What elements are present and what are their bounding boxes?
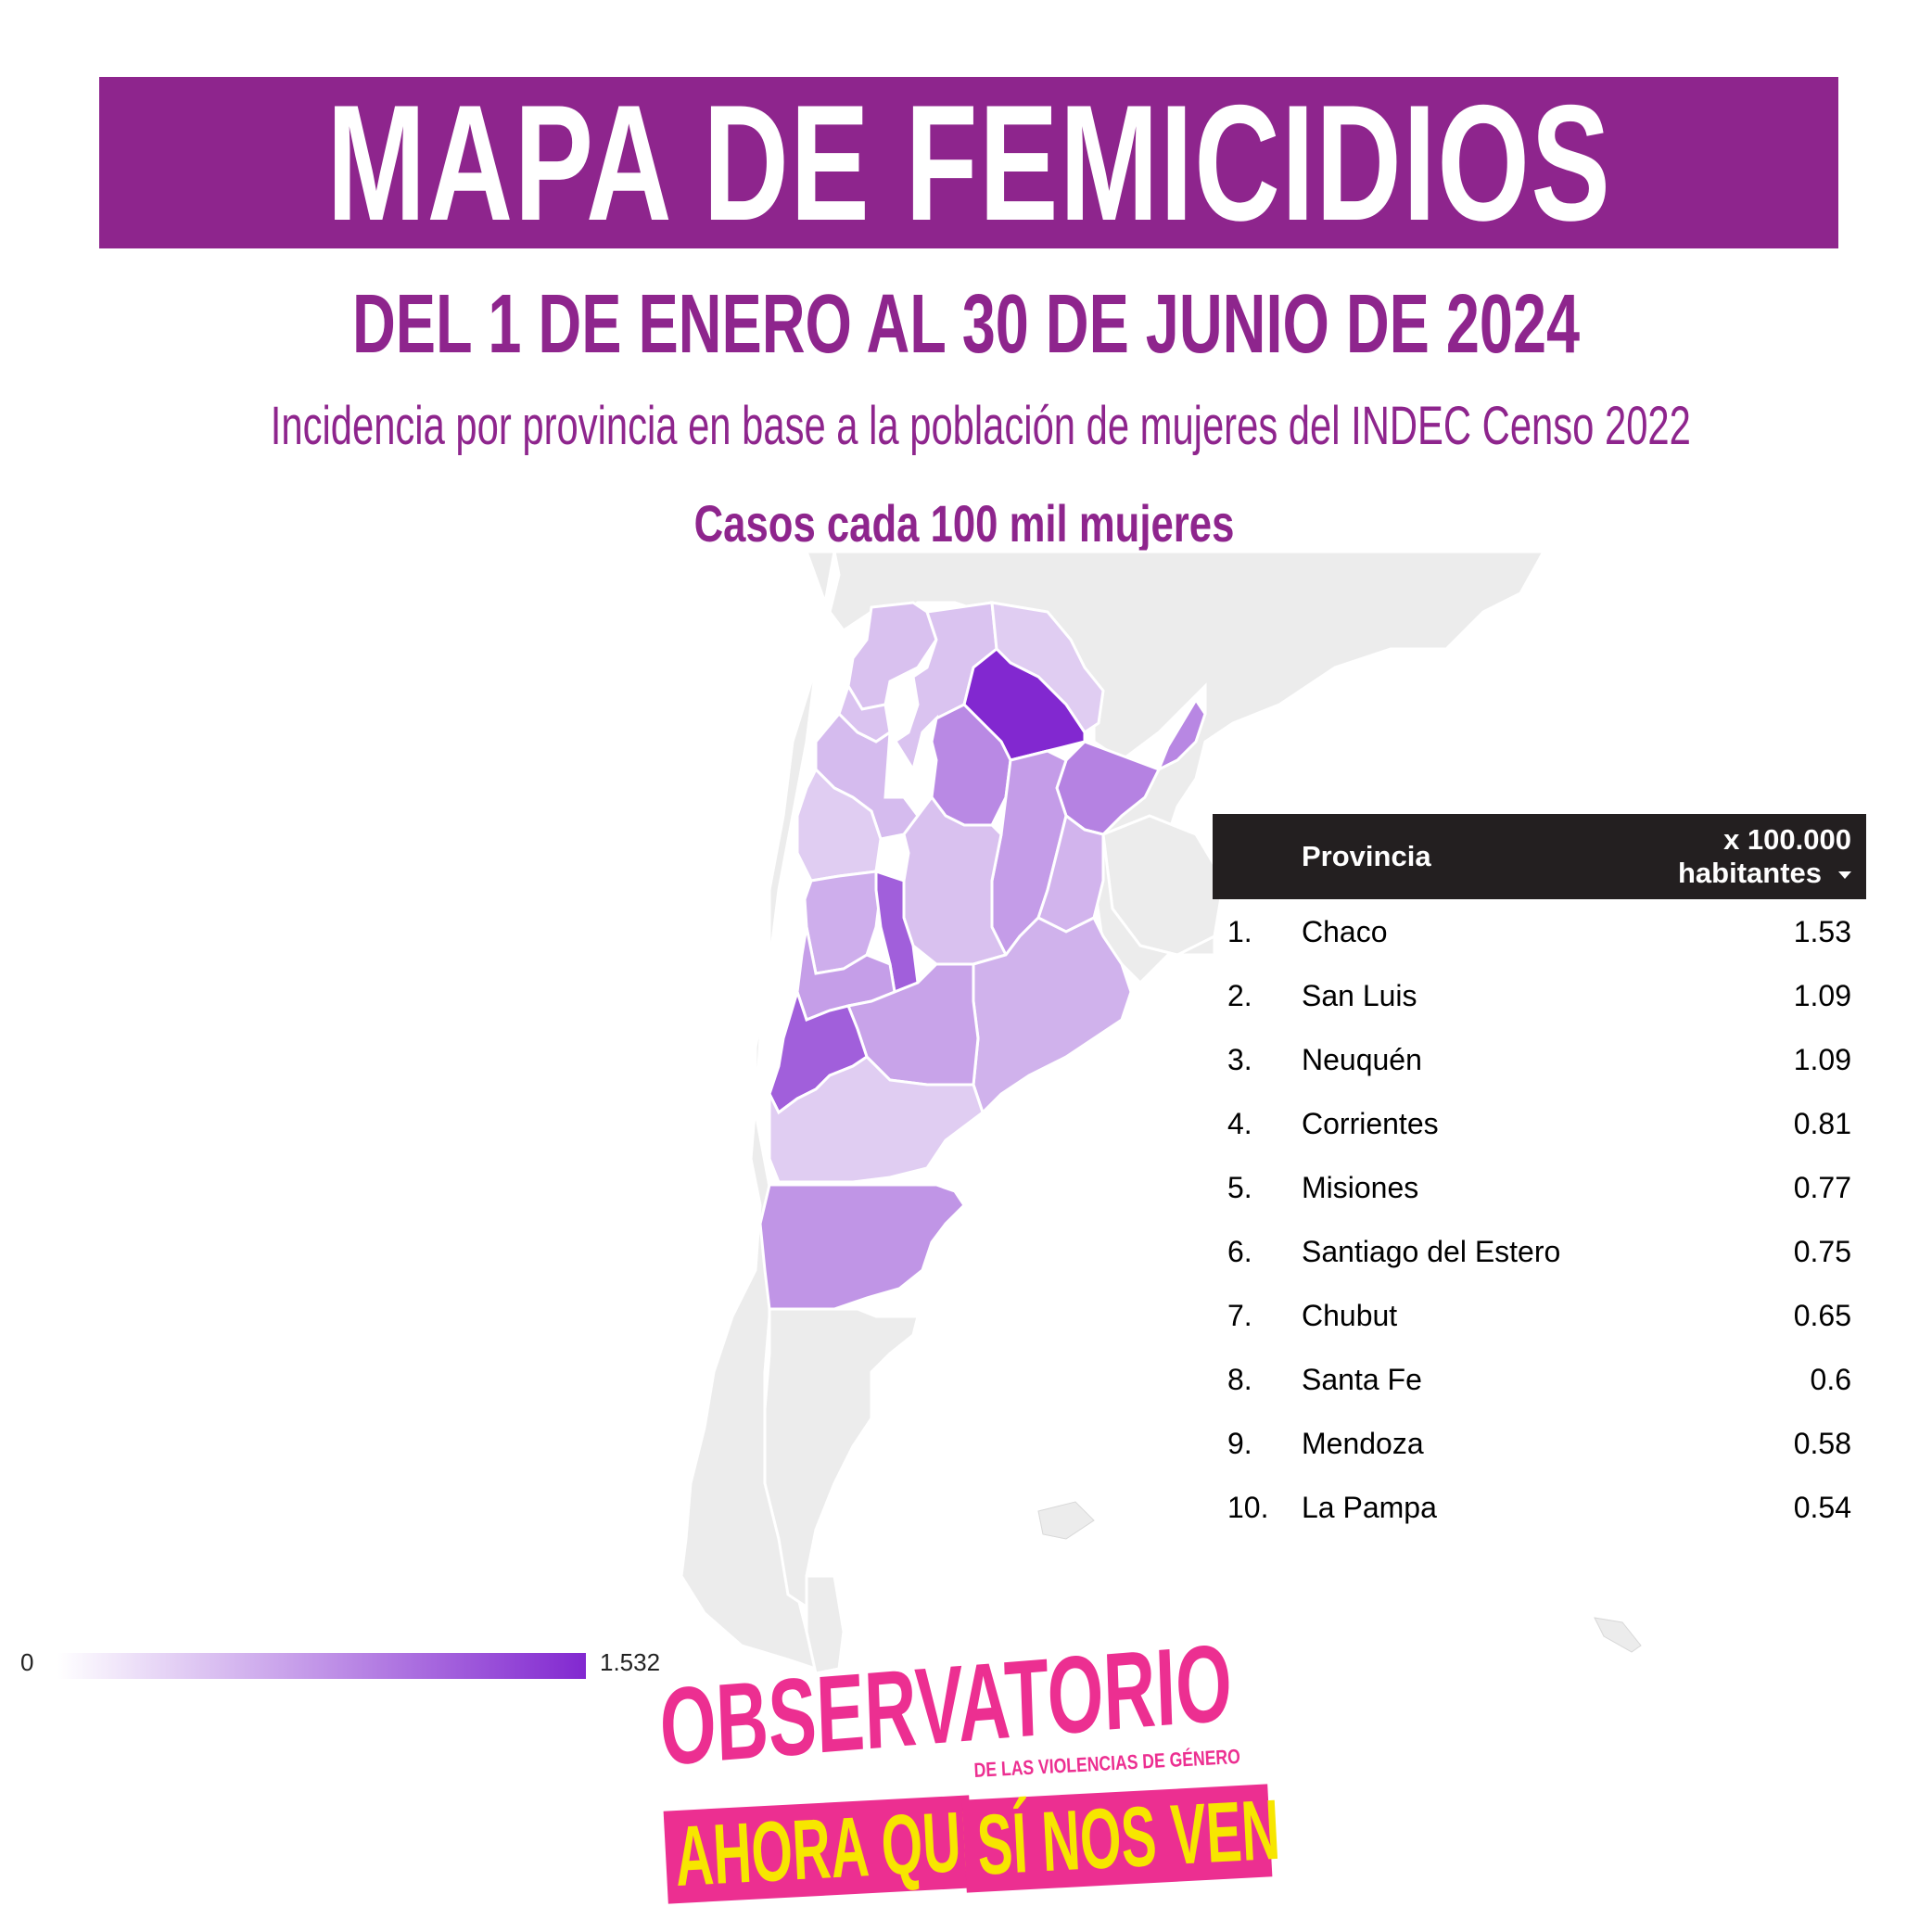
- logo-ahora-que-box: AHORA QUE: [663, 1793, 998, 1904]
- province-cell: Chaco: [1302, 915, 1388, 948]
- table-row[interactable]: 7. Chubut 0.65: [1213, 1283, 1866, 1347]
- ranking-table: Provincia x 100.000 habitantes 1. Chaco 1.…: [1213, 814, 1866, 1539]
- province-cell: Neuquén: [1302, 1043, 1422, 1076]
- rank-cell: 5.: [1227, 1171, 1252, 1204]
- rank-cell: 4.: [1227, 1107, 1252, 1140]
- islands-malvinas: [1037, 1501, 1095, 1540]
- rank-cell: 8.: [1227, 1363, 1252, 1396]
- rank-cell: 10.: [1227, 1491, 1269, 1524]
- cell-divider: [1284, 1155, 1286, 1219]
- province-chubut[interactable]: [758, 1183, 966, 1311]
- province-cell: Santiago del Estero: [1302, 1235, 1561, 1268]
- value-cell: 0.81: [1793, 1107, 1851, 1140]
- header-value-line1: x 100.000: [1723, 823, 1851, 856]
- cell-divider: [1574, 1219, 1576, 1283]
- table-row[interactable]: 5. Misiones 0.77: [1213, 1155, 1866, 1219]
- value-cell: 1.09: [1793, 979, 1851, 1012]
- date-range: DEL 1 DE ENERO AL 30 DE JUNIO DE 2024: [351, 278, 1581, 371]
- cell-divider: [1284, 899, 1286, 963]
- cell-divider: [1574, 1347, 1576, 1411]
- province-misiones[interactable]: [1156, 697, 1207, 773]
- cell-divider: [1574, 1283, 1576, 1347]
- table-row[interactable]: 8. Santa Fe 0.6: [1213, 1347, 1866, 1411]
- province-cell: La Pampa: [1302, 1491, 1437, 1524]
- table-row[interactable]: 3. Neuquén 1.09: [1213, 1027, 1866, 1091]
- cell-divider: [1284, 1283, 1286, 1347]
- table-row[interactable]: 1. Chaco 1.53: [1213, 899, 1866, 963]
- logo-si-nos-ven-box: SÍ NOS VEN: [961, 1783, 1282, 1893]
- header-province: Provincia: [1302, 840, 1431, 872]
- province-cell: Corrientes: [1302, 1107, 1439, 1140]
- legend-gradient: [57, 1653, 586, 1679]
- value-cell: 0.54: [1793, 1491, 1851, 1524]
- rank-cell: 6.: [1227, 1235, 1252, 1268]
- province-cell: San Luis: [1302, 979, 1417, 1012]
- logo-si-nos-ven: SÍ NOS VEN: [974, 1782, 1282, 1893]
- neighbor-chile: [680, 550, 836, 1671]
- cell-divider: [1574, 1475, 1576, 1539]
- cell-divider: [1574, 1091, 1576, 1155]
- table-row[interactable]: 2. San Luis 1.09: [1213, 963, 1866, 1027]
- cell-divider: [1284, 1347, 1286, 1411]
- sort-down-icon[interactable]: [1838, 871, 1851, 879]
- table-row[interactable]: 4. Corrientes 0.81: [1213, 1091, 1866, 1155]
- value-cell: 1.09: [1793, 1043, 1851, 1076]
- value-cell: 1.53: [1793, 915, 1851, 948]
- province-jujuy[interactable]: [846, 601, 938, 711]
- province-cell: Misiones: [1302, 1171, 1419, 1204]
- legend-max-label: 1.532: [600, 1648, 661, 1676]
- cell-divider: [1284, 1475, 1286, 1539]
- cell-divider: [1574, 1027, 1576, 1091]
- rank-cell: 1.: [1227, 915, 1252, 948]
- description: Incidencia por provincia en base a la po…: [270, 396, 1691, 456]
- rank-cell: 3.: [1227, 1043, 1252, 1076]
- logo-ahora-que: AHORA QUE: [672, 1793, 998, 1905]
- table-row[interactable]: 10. La Pampa 0.54: [1213, 1475, 1866, 1539]
- argentina-choropleth-map: [680, 550, 1642, 1675]
- province-santa-cruz: [763, 1307, 920, 1617]
- rank-cell: 2.: [1227, 979, 1252, 1012]
- header-value[interactable]: x 100.000 habitantes: [1678, 823, 1851, 890]
- cell-divider: [1284, 1027, 1286, 1091]
- table-row[interactable]: 6. Santiago del Estero 0.75: [1213, 1219, 1866, 1283]
- cell-divider: [1284, 963, 1286, 1027]
- cell-divider: [1284, 1219, 1286, 1283]
- cell-divider: [1574, 1155, 1576, 1219]
- header-value-line2: habitantes: [1677, 857, 1822, 889]
- cell-divider: [1574, 963, 1576, 1027]
- province-cell: Santa Fe: [1302, 1363, 1422, 1396]
- rank-cell: 9.: [1227, 1427, 1252, 1460]
- cell-divider: [1284, 1411, 1286, 1475]
- province-tierra-del-fuego: [805, 1574, 845, 1675]
- cell-divider: [1574, 899, 1576, 963]
- value-cell: 0.75: [1793, 1235, 1851, 1268]
- rank-cell: 7.: [1227, 1299, 1252, 1332]
- province-rio-negro[interactable]: [768, 1055, 985, 1184]
- neighbor-uruguay: [1101, 814, 1226, 957]
- value-cell: 0.58: [1793, 1427, 1851, 1460]
- value-cell: 0.6: [1810, 1363, 1851, 1396]
- cell-divider: [1574, 1411, 1576, 1475]
- province-cell: Mendoza: [1302, 1427, 1424, 1460]
- table-body: 1. Chaco 1.53 2. San Luis 1.09 3. Neuquén 1.09 4.…: [1213, 899, 1866, 1539]
- province-cell: Chubut: [1302, 1299, 1398, 1332]
- islands-georgias: [1594, 1617, 1642, 1653]
- cell-divider: [1284, 1091, 1286, 1155]
- table-row[interactable]: 9. Mendoza 0.58: [1213, 1411, 1866, 1475]
- page-title: MAPA DE FEMICIDIOS: [326, 70, 1611, 255]
- table-header: Provincia x 100.000 habitantes: [1213, 814, 1866, 899]
- value-cell: 0.77: [1793, 1171, 1851, 1204]
- observatorio-logo: OBSERVATORIO DE LAS VIOLENCIAS DE GÉNERO…: [658, 1621, 1282, 1924]
- map-title: Casos cada 100 mil mujeres: [693, 494, 1235, 553]
- legend-min-label: 0: [20, 1648, 34, 1676]
- value-cell: 0.65: [1793, 1299, 1851, 1332]
- title-banner: MAPA DE FEMICIDIOS: [99, 77, 1838, 248]
